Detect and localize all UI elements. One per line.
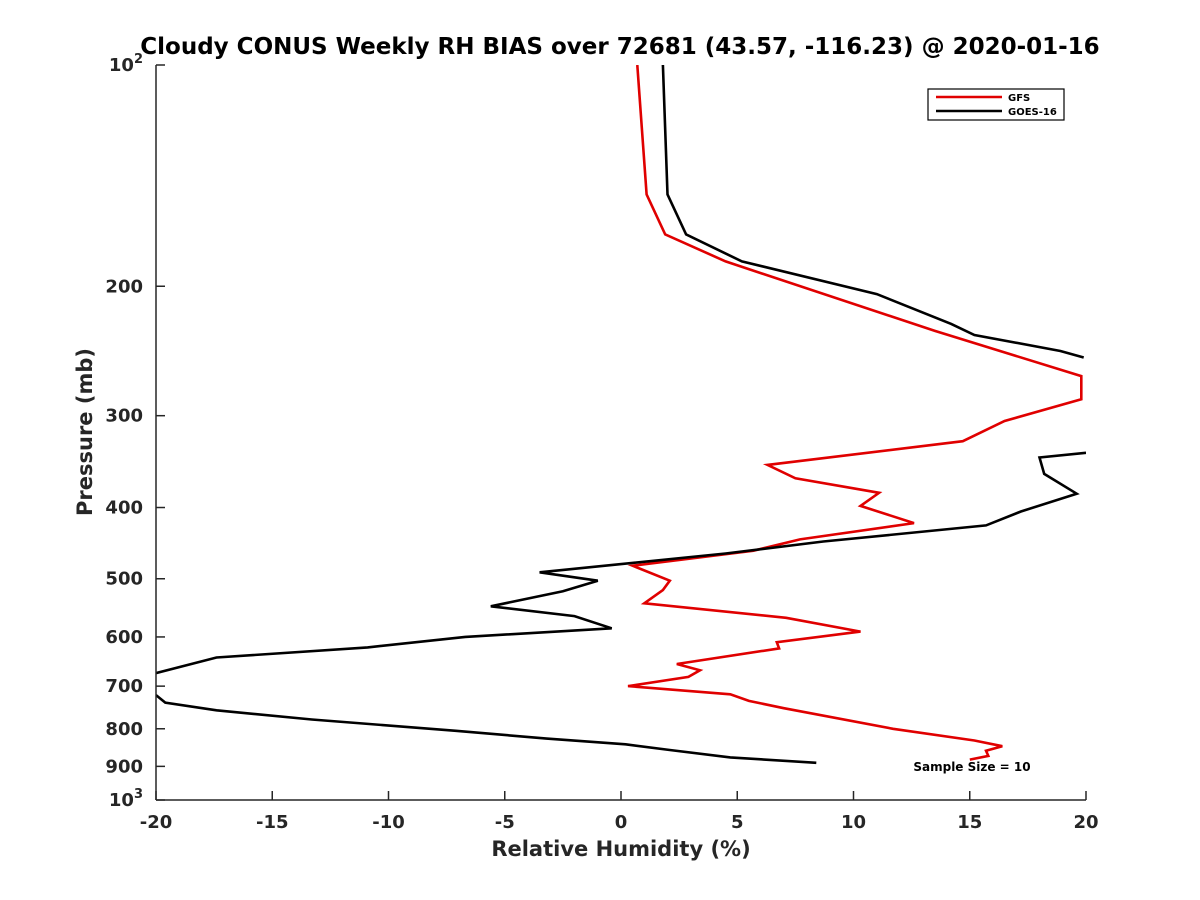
y-tick-label: 300 (105, 406, 143, 427)
legend: GFS GOES-16 (927, 88, 1065, 121)
x-axis-label: Relative Humidity (%) (491, 837, 750, 861)
y-tick-label: 400 (105, 498, 143, 519)
chart-title: Cloudy CONUS Weekly RH BIAS over 72681 (… (140, 34, 1099, 60)
plot-area (155, 65, 1086, 801)
legend-label: GOES-16 (1008, 107, 1057, 118)
y-tick-label: 103 (109, 787, 143, 811)
x-tick-label: 20 (1073, 812, 1098, 833)
y-tick-label-base: 10 (109, 55, 134, 76)
x-tick-label: 0 (615, 812, 628, 833)
y-tick-label: 800 (105, 719, 143, 740)
y-tick-label: 700 (105, 676, 143, 697)
series-line-goes-16 (156, 65, 1086, 765)
series-line-gfs (627, 65, 1083, 761)
x-tick-label: 10 (841, 812, 866, 833)
y-tick-label-exponent: 3 (134, 787, 143, 802)
x-tick-label: -15 (256, 812, 289, 833)
x-tick-label: -5 (495, 812, 515, 833)
y-tick-label: 600 (105, 627, 143, 648)
y-axis-label: Pressure (mb) (73, 348, 97, 516)
legend-box (927, 88, 1065, 121)
series-layer (156, 65, 1086, 765)
x-tick-label: 15 (957, 812, 982, 833)
legend-label: GFS (1008, 93, 1030, 104)
y-tick-label: 200 (105, 276, 143, 297)
y-tick-label: 900 (105, 756, 143, 777)
y-tick-label-base: 10 (109, 790, 134, 811)
x-tick-label: 5 (731, 812, 744, 833)
x-tick-label: -10 (372, 812, 405, 833)
plot-background (156, 65, 1086, 800)
x-tick-label: -20 (140, 812, 173, 833)
y-tick-label: 102 (109, 52, 143, 76)
sample-size-annotation: Sample Size = 10 (913, 760, 1030, 774)
y-tick-label-exponent: 2 (134, 52, 143, 67)
y-tick-label: 500 (105, 569, 143, 590)
x-axis-ticks: -20 -15 -10 -5 0 5 10 15 20 (140, 791, 1099, 833)
